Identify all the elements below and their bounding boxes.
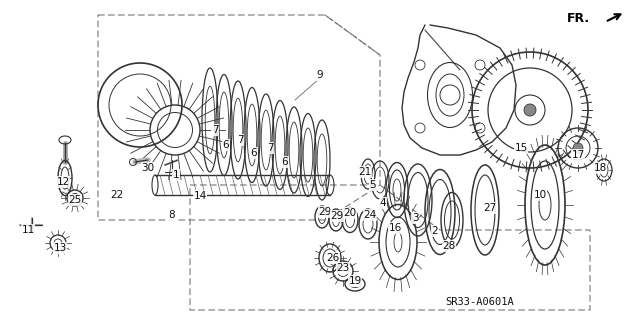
Text: 20: 20 xyxy=(344,208,356,218)
Text: 6: 6 xyxy=(251,148,257,158)
Text: 3: 3 xyxy=(412,213,419,223)
Text: 6: 6 xyxy=(282,157,288,167)
Text: 27: 27 xyxy=(483,203,497,213)
Text: 1: 1 xyxy=(173,170,179,180)
Text: 17: 17 xyxy=(572,150,584,160)
Text: 26: 26 xyxy=(326,253,340,263)
Text: SR33-A0601A: SR33-A0601A xyxy=(445,297,515,307)
Text: 25: 25 xyxy=(68,195,82,205)
Text: 18: 18 xyxy=(593,163,607,173)
Text: 4: 4 xyxy=(380,198,387,208)
Circle shape xyxy=(573,143,583,153)
Text: 11: 11 xyxy=(21,225,35,235)
Text: FR.: FR. xyxy=(567,11,590,25)
Text: 10: 10 xyxy=(533,190,547,200)
Text: 22: 22 xyxy=(110,190,124,200)
Text: 15: 15 xyxy=(515,143,527,153)
Text: 5: 5 xyxy=(370,180,376,190)
Circle shape xyxy=(524,104,536,116)
Text: 14: 14 xyxy=(193,191,207,201)
Text: 24: 24 xyxy=(364,210,376,220)
Text: 7: 7 xyxy=(267,143,273,153)
Text: 8: 8 xyxy=(169,210,175,220)
Text: 12: 12 xyxy=(56,177,70,187)
Text: 28: 28 xyxy=(442,241,456,251)
Text: 29: 29 xyxy=(318,207,332,217)
Text: 23: 23 xyxy=(337,263,349,273)
Text: 7: 7 xyxy=(237,135,243,145)
Text: 29: 29 xyxy=(330,211,344,221)
Text: 21: 21 xyxy=(358,167,372,177)
Text: 2: 2 xyxy=(432,226,438,236)
Text: 30: 30 xyxy=(141,163,155,173)
Text: 6: 6 xyxy=(223,140,229,150)
Text: 16: 16 xyxy=(388,223,402,233)
Text: 19: 19 xyxy=(348,276,362,286)
Text: 7: 7 xyxy=(212,125,218,135)
Text: 9: 9 xyxy=(317,70,323,80)
Text: 13: 13 xyxy=(53,243,67,253)
